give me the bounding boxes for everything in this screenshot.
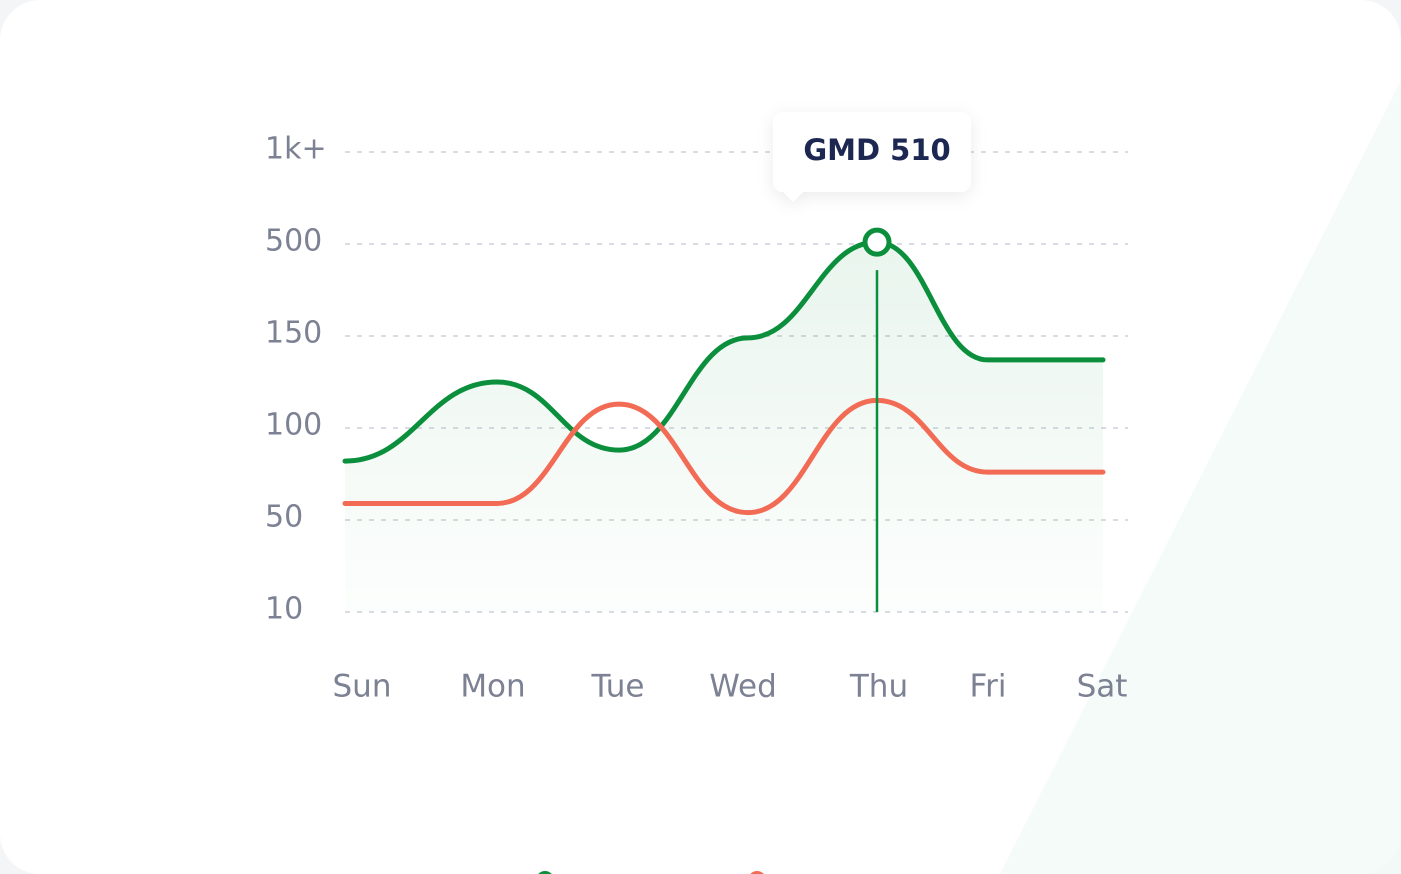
legend-dot: [538, 871, 552, 874]
x-tick-label: Sun: [333, 669, 392, 705]
tooltip-text: GMD 510: [803, 133, 950, 167]
legend-dot: [750, 871, 764, 874]
y-tick-label: 500: [265, 224, 322, 259]
area: [345, 242, 1103, 612]
line: [342, 397, 1106, 516]
x-tick-label: Tue: [591, 669, 645, 705]
y-tick-label: 1k+: [265, 132, 327, 167]
x-tick-label: Wed: [709, 669, 777, 705]
decoration: [1000, 80, 1401, 874]
tooltip: [773, 112, 971, 202]
x-tick-label: Thu: [849, 669, 908, 705]
y-tick-label: 50: [265, 500, 303, 535]
x-tick-label: Sat: [1077, 669, 1128, 705]
y-tick-label: 100: [265, 408, 322, 443]
tooltip-box: [773, 112, 971, 202]
x-tick-label: Mon: [460, 669, 525, 705]
y-tick-label: 10: [265, 592, 303, 627]
y-tick-label: 150: [265, 316, 322, 351]
x-tick-label: Fri: [970, 669, 1007, 705]
line: [342, 239, 1106, 464]
highlight-marker: [862, 227, 892, 257]
